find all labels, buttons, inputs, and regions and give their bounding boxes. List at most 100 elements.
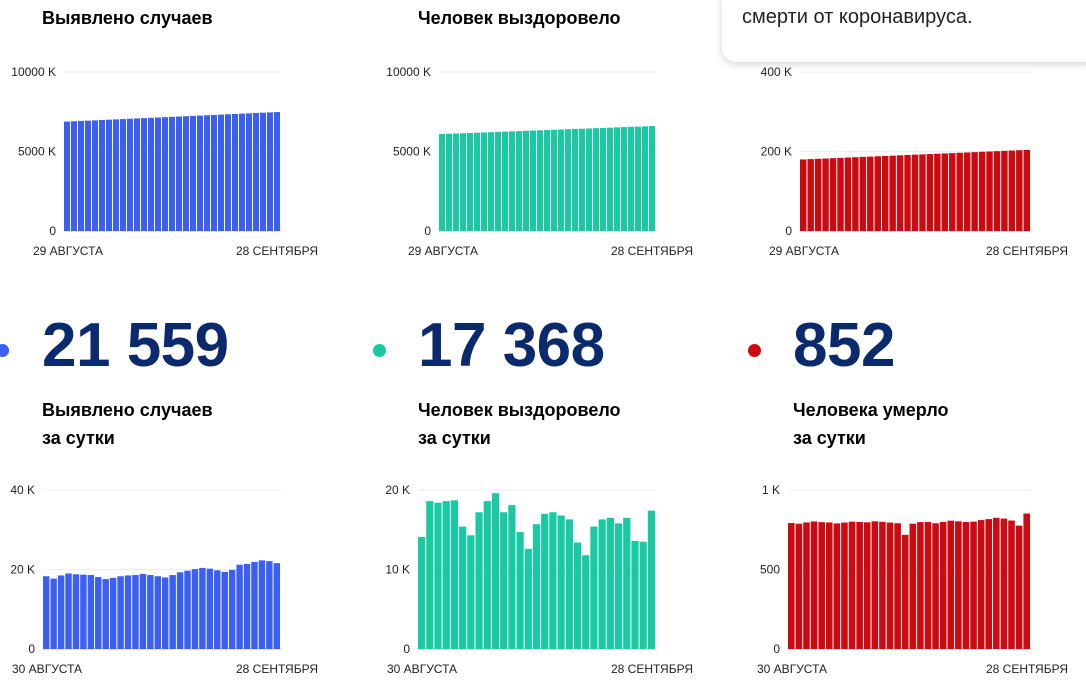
bar-2 [434, 502, 442, 649]
bar-18 [924, 521, 932, 649]
x-end-label: 28 СЕНТЯБРЯ [236, 662, 318, 676]
bar-15 [541, 513, 549, 649]
bar-13 [530, 130, 536, 231]
bar-0 [418, 536, 426, 649]
bar-15 [169, 116, 175, 231]
bar-1 [426, 501, 434, 649]
bar-27 [1001, 150, 1008, 231]
bar-7 [475, 512, 483, 649]
bar-17 [917, 522, 924, 649]
bar-28 [1008, 150, 1016, 231]
bar-3 [85, 120, 91, 231]
bar-13 [155, 117, 161, 231]
bar-29 [1016, 150, 1023, 231]
bar-11 [881, 155, 889, 231]
bar-30 [1015, 525, 1023, 649]
bar-9 [127, 118, 133, 231]
bar-12 [889, 155, 896, 231]
bar-1 [446, 133, 452, 231]
bar-26 [985, 519, 993, 649]
deaths-daily-chart: 0 500 1 K 30 АВГУСТА 28 СЕНТЯБРЯ [757, 483, 1068, 676]
bar-30 [1023, 149, 1030, 231]
notice-card: смерти от коронавируса. [722, 0, 1086, 62]
bar-11 [516, 131, 522, 231]
bar-28 [251, 561, 258, 649]
bar-5 [825, 522, 833, 649]
bar-17 [557, 515, 565, 649]
bar-29 [258, 560, 266, 649]
bar-16 [549, 512, 557, 649]
bar-16 [909, 523, 917, 649]
bar-29 [267, 112, 273, 231]
x-end-label: 28 СЕНТЯБРЯ [611, 662, 693, 676]
bar-8 [120, 119, 126, 231]
bar-3 [460, 133, 466, 231]
bar-16 [176, 116, 182, 231]
bar-13 [524, 548, 532, 649]
bar-8 [848, 521, 856, 649]
bar-10 [509, 131, 515, 231]
bar-6 [833, 523, 841, 649]
bar-25 [623, 517, 631, 649]
y-tick-label-1: 200 K [761, 145, 792, 159]
bar-23 [214, 570, 221, 649]
bar-20 [191, 569, 199, 649]
bar-15 [154, 576, 161, 649]
bar-11 [871, 521, 879, 649]
y-tick-label-1: 10 K [385, 563, 410, 577]
deaths-total-chart: 0 200 K 400 K 29 АВГУСТА 28 СЕНТЯБРЯ [761, 65, 1068, 258]
bar-17 [926, 154, 934, 231]
bar-2 [57, 575, 65, 649]
deaths-dot [748, 344, 761, 357]
bar-19 [197, 115, 203, 231]
bar-3 [822, 158, 829, 231]
bar-14 [147, 575, 154, 649]
bar-21 [590, 526, 598, 649]
bar-2 [453, 133, 459, 231]
bar-25 [614, 127, 620, 231]
bar-18 [176, 572, 184, 649]
bar-22 [593, 128, 599, 231]
cases-daily-value: 21 559 [42, 311, 229, 380]
bar-21 [947, 520, 955, 649]
bar-23 [225, 114, 231, 231]
bar-6 [106, 119, 112, 231]
bar-24 [614, 523, 623, 649]
bar-14 [537, 130, 543, 231]
y-tick-label-0: 0 [403, 642, 410, 656]
bar-21 [199, 567, 206, 649]
bar-6 [467, 535, 475, 649]
recovered-total-chart: 0 5000 K 10000 K 29 АВГУСТА 28 СЕНТЯБРЯ [386, 65, 693, 258]
cases-daily-label-2: за сутки [42, 428, 115, 448]
bar-1 [50, 578, 57, 649]
bar-5 [474, 132, 480, 231]
bar-13 [896, 155, 904, 231]
bar-8 [102, 579, 109, 649]
bar-16 [919, 154, 926, 231]
bar-15 [911, 154, 919, 231]
bar-27 [639, 541, 647, 649]
bar-11 [124, 575, 132, 649]
bar-7 [488, 132, 494, 231]
bar-9 [502, 131, 508, 232]
bar-21 [586, 128, 592, 231]
y-tick-label-1: 5000 K [393, 145, 431, 159]
bar-23 [606, 517, 614, 649]
bar-3 [810, 521, 818, 649]
bar-23 [971, 152, 978, 231]
bar-18 [565, 519, 573, 649]
y-tick-label-1: 20 K [10, 563, 35, 577]
bar-18 [565, 129, 571, 231]
bar-7 [113, 119, 119, 231]
bar-14 [532, 524, 541, 649]
bar-25 [228, 569, 236, 649]
x-end-label: 28 СЕНТЯБРЯ [986, 244, 1068, 258]
bar-27 [993, 517, 1000, 649]
bar-12 [148, 117, 154, 231]
bar-14 [162, 117, 168, 231]
bar-2 [803, 522, 810, 649]
deaths-daily-value: 852 [793, 311, 895, 380]
notice-text: смерти от коронавируса. [742, 6, 973, 28]
cases-total-title: Выявлено случаев [42, 8, 213, 28]
y-tick-label-2: 400 K [761, 65, 792, 79]
